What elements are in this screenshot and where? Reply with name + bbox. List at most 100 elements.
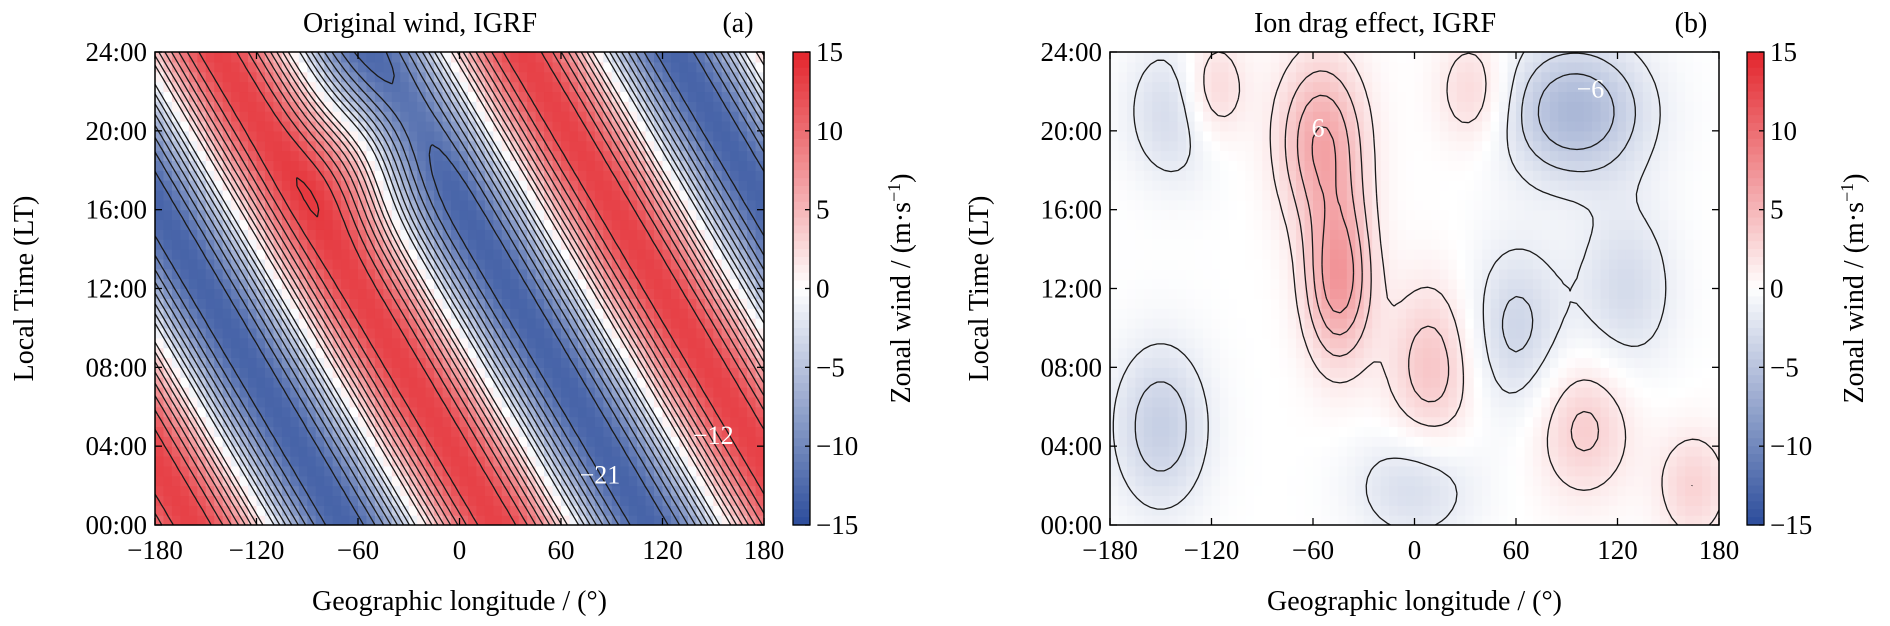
heatmap-cell <box>510 426 520 437</box>
heatmap-cell <box>374 446 384 457</box>
heatmap-cell <box>586 495 596 506</box>
heatmap-cell <box>459 91 469 102</box>
heatmap-cell <box>662 387 672 398</box>
heatmap-cell <box>425 101 435 112</box>
heatmap-cell <box>670 308 681 319</box>
heatmap-cell <box>586 61 596 73</box>
heatmap-cell <box>239 160 249 171</box>
heatmap-cell <box>611 150 621 161</box>
heatmap-cell <box>738 475 748 487</box>
heatmap-cell <box>1313 140 1323 152</box>
heatmap-cell <box>569 515 579 525</box>
heatmap-cell <box>1135 278 1145 290</box>
heatmap-cell <box>290 416 300 428</box>
heatmap-cell <box>747 396 757 408</box>
heatmap-cell <box>738 298 748 309</box>
heatmap-cell <box>332 278 342 290</box>
heatmap-cell <box>594 150 604 161</box>
heatmap-cell <box>510 91 520 102</box>
heatmap-cell <box>315 209 325 221</box>
heatmap-cell <box>383 465 393 477</box>
colorbar-cell <box>793 256 810 266</box>
heatmap-cell <box>544 406 554 418</box>
heatmap-cell <box>1245 278 1255 290</box>
heatmap-cell <box>493 436 503 447</box>
heatmap-cell <box>687 52 697 63</box>
heatmap-cell <box>1110 347 1120 359</box>
heatmap-cell <box>1262 249 1272 260</box>
heatmap-cell <box>501 347 511 359</box>
x-tick-label: −120 <box>229 535 285 565</box>
heatmap-cell <box>637 249 647 260</box>
heatmap-cell <box>256 367 266 378</box>
heatmap-cell <box>400 130 410 142</box>
heatmap-cell <box>231 318 241 329</box>
heatmap-cell <box>434 377 444 388</box>
heatmap-cell <box>721 387 731 398</box>
heatmap-cell <box>654 475 664 487</box>
heatmap-cell <box>476 495 486 506</box>
heatmap-cell <box>1329 189 1339 201</box>
heatmap-cell <box>527 61 537 73</box>
heatmap-cell <box>493 367 503 378</box>
heatmap-cell <box>687 465 697 477</box>
heatmap-cell <box>341 258 351 270</box>
heatmap-cell <box>298 160 308 171</box>
heatmap-cell <box>577 416 587 428</box>
heatmap-cell <box>484 357 494 368</box>
heatmap-cell <box>1110 505 1120 516</box>
heatmap-cell <box>358 101 368 112</box>
heatmap-cell <box>366 456 376 467</box>
heatmap-cell <box>730 130 740 142</box>
heatmap-cell <box>358 288 368 299</box>
heatmap-cell <box>1118 209 1128 221</box>
heatmap-cell <box>222 446 232 457</box>
heatmap-cell <box>231 406 241 418</box>
heatmap-cell <box>1118 258 1128 270</box>
heatmap-cell <box>1236 91 1246 102</box>
colorbar-tick-label: 15 <box>816 37 843 67</box>
heatmap-cell <box>214 91 224 102</box>
heatmap-cell <box>239 130 249 142</box>
heatmap-cell <box>662 130 672 142</box>
heatmap-cell <box>527 367 537 378</box>
heatmap-cell <box>755 436 764 447</box>
heatmap-cell <box>442 209 452 221</box>
heatmap-cell <box>290 308 300 319</box>
heatmap-cell <box>747 318 757 329</box>
heatmap-cell <box>1219 160 1230 171</box>
heatmap-cell <box>1143 308 1153 319</box>
heatmap-cell <box>442 327 452 339</box>
heatmap-cell <box>248 337 258 349</box>
heatmap-cell <box>747 249 757 260</box>
heatmap-cell <box>628 387 638 398</box>
heatmap-cell <box>552 268 562 280</box>
heatmap-cell <box>1135 505 1145 516</box>
heatmap-cell <box>721 337 731 349</box>
heatmap-cell <box>358 367 368 378</box>
heatmap-cell <box>670 505 681 516</box>
heatmap-cell <box>1279 150 1289 161</box>
heatmap-cell <box>1203 160 1213 171</box>
heatmap-cell <box>1118 318 1128 329</box>
heatmap-cell <box>459 229 469 240</box>
heatmap-cell <box>687 298 697 309</box>
heatmap-cell <box>1203 456 1213 467</box>
heatmap-cell <box>1160 170 1170 181</box>
heatmap-cell <box>704 347 714 359</box>
heatmap-cell <box>730 219 740 230</box>
heatmap-cell <box>1279 337 1289 349</box>
heatmap-cell <box>1346 308 1356 319</box>
heatmap-cell <box>510 456 520 467</box>
heatmap-cell <box>307 229 317 240</box>
heatmap-cell <box>155 327 165 339</box>
heatmap-cell <box>687 71 697 83</box>
heatmap-cell <box>1169 416 1179 428</box>
heatmap-cell <box>1338 396 1348 408</box>
heatmap-cell <box>341 229 351 240</box>
heatmap-cell <box>391 91 401 102</box>
heatmap-cell <box>222 416 232 428</box>
heatmap-cell <box>1177 465 1187 477</box>
heatmap-cell <box>171 456 181 467</box>
heatmap-cell <box>577 465 587 477</box>
